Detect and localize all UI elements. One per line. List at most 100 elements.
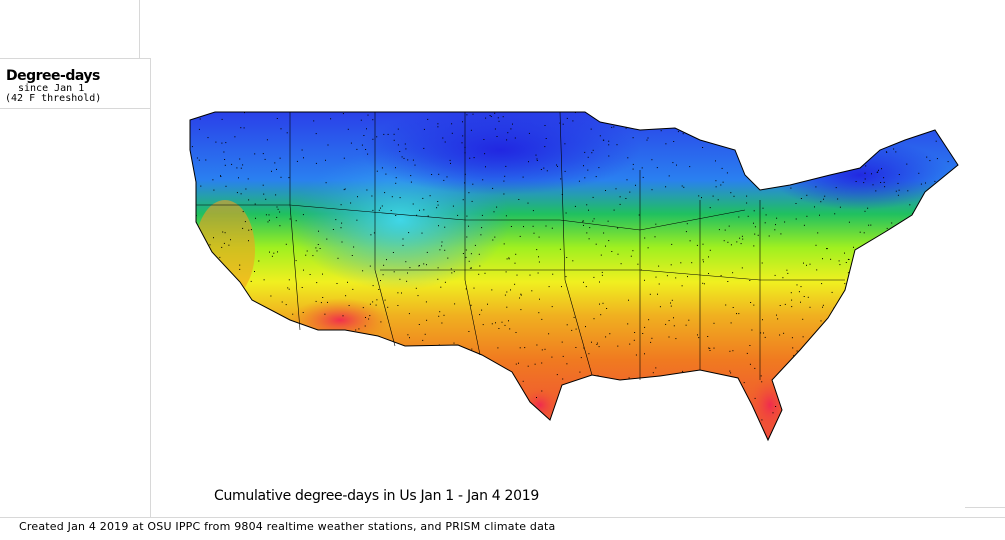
station-dot: [577, 391, 579, 392]
station-dot: [855, 269, 857, 271]
station-dot: [391, 196, 393, 198]
station-dot: [402, 372, 404, 374]
station-dot: [931, 323, 933, 325]
station-dot: [872, 435, 874, 437]
station-dot: [438, 397, 440, 398]
station-dot: [733, 419, 735, 421]
station-dot: [875, 132, 877, 133]
station-dot: [816, 269, 818, 271]
station-dot: [377, 417, 379, 419]
station-dot: [423, 128, 425, 130]
station-dot: [468, 331, 470, 332]
station-dot: [522, 380, 524, 382]
station-dot: [936, 183, 938, 185]
station-dot: [655, 367, 657, 369]
station-dot: [251, 338, 252, 340]
station-dot: [791, 299, 793, 301]
station-dot: [893, 370, 895, 372]
station-dot: [536, 344, 538, 346]
station-dot: [885, 151, 887, 153]
station-dot: [444, 226, 446, 228]
station-dot: [776, 181, 777, 183]
station-dot: [322, 297, 324, 298]
station-dot: [632, 168, 634, 170]
station-dot: [244, 221, 246, 223]
station-dot: [421, 232, 423, 234]
station-dot: [593, 218, 595, 220]
station-dot: [676, 164, 677, 166]
station-dot: [474, 402, 475, 404]
station-dot: [753, 150, 755, 152]
station-dot: [629, 343, 631, 345]
station-dot: [559, 122, 561, 124]
station-dot: [847, 272, 849, 274]
station-dot: [941, 229, 942, 231]
station-dot: [841, 320, 843, 322]
station-dot: [669, 431, 671, 433]
station-dot: [473, 287, 475, 289]
station-dot: [584, 151, 586, 153]
station-dot: [764, 222, 766, 224]
station-dot: [451, 132, 453, 134]
station-dot: [771, 441, 772, 442]
station-dot: [649, 293, 651, 295]
station-dot: [506, 139, 508, 141]
station-dot: [437, 204, 439, 206]
station-dot: [429, 195, 431, 197]
station-dot: [477, 362, 479, 364]
station-dot: [390, 428, 392, 430]
station-dot: [824, 195, 826, 197]
station-dot: [273, 252, 275, 254]
station-dot: [685, 231, 687, 233]
station-dot: [413, 404, 415, 406]
station-dot: [380, 321, 382, 323]
station-dot: [372, 209, 374, 211]
station-dot: [837, 132, 839, 134]
station-dot: [408, 373, 410, 375]
station-dot: [806, 416, 808, 417]
station-dot: [954, 417, 956, 419]
station-dot: [403, 359, 405, 361]
station-dot: [492, 239, 494, 241]
station-dot: [708, 347, 710, 349]
station-dot: [761, 262, 763, 264]
station-dot: [384, 192, 386, 194]
station-dot: [450, 268, 452, 270]
station-dot: [462, 199, 464, 201]
station-dot: [322, 434, 324, 435]
station-dot: [342, 113, 344, 115]
station-dot: [839, 264, 841, 266]
station-dot: [859, 390, 861, 391]
station-dot: [806, 215, 808, 217]
station-dot: [762, 207, 764, 209]
station-dot: [897, 182, 899, 184]
station-dot: [897, 136, 898, 138]
station-dot: [489, 375, 491, 377]
station-dot: [697, 131, 699, 133]
station-dot: [784, 439, 786, 440]
station-dot: [782, 146, 784, 148]
station-dot: [461, 142, 463, 144]
station-dot: [949, 209, 950, 211]
station-dot: [224, 232, 226, 234]
station-dot: [270, 295, 272, 297]
station-dot: [598, 346, 600, 348]
legend-threshold: (42 F threshold): [5, 93, 102, 104]
station-dot: [492, 187, 494, 189]
station-dot: [243, 127, 245, 129]
station-dot: [835, 187, 837, 189]
station-dot: [823, 165, 825, 167]
station-dot: [856, 348, 857, 350]
station-dot: [463, 414, 464, 415]
station-dot: [410, 175, 412, 177]
station-dot: [514, 283, 516, 285]
station-dot: [300, 396, 302, 397]
station-dot: [675, 395, 677, 397]
station-dot: [228, 350, 230, 352]
station-dot: [583, 281, 584, 283]
station-dot: [848, 259, 850, 260]
station-dot: [315, 300, 317, 302]
station-dot: [529, 274, 531, 276]
station-dot: [450, 162, 451, 164]
station-dot: [399, 278, 401, 280]
